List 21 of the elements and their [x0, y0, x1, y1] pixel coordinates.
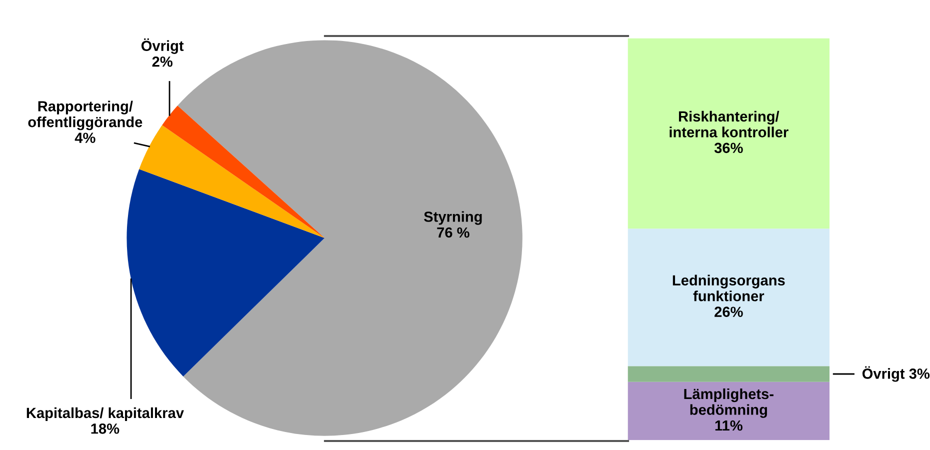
bar	[628, 38, 830, 229]
series-label: Ledningsorgans funktioner	[672, 274, 785, 302]
bar	[628, 228, 830, 366]
data-label: 76 %	[437, 227, 470, 238]
data-label: 4%	[74, 132, 96, 143]
bar	[628, 382, 830, 440]
data-label: 18%	[91, 423, 120, 434]
data-label: 2%	[152, 56, 172, 67]
slice-label: Kapitalbas/ kapitalkrav	[26, 407, 184, 421]
series-label: Riskhantering/ interna kontroller	[670, 110, 788, 138]
slice-label: Rapportering/ offentliggörande	[28, 100, 142, 130]
slice-label: Övrigt	[141, 38, 184, 54]
pie-slice	[162, 106, 325, 238]
bar	[628, 366, 830, 382]
text: Övrigt 3%	[862, 366, 930, 382]
data-label: 11%	[715, 420, 742, 431]
data-label: 26%	[714, 306, 743, 317]
slice-label: Styrning	[424, 211, 482, 225]
data-label: 36%	[714, 142, 743, 154]
pie-slice	[126, 169, 325, 376]
series-label: Lämplighets- bedömning	[684, 388, 774, 418]
